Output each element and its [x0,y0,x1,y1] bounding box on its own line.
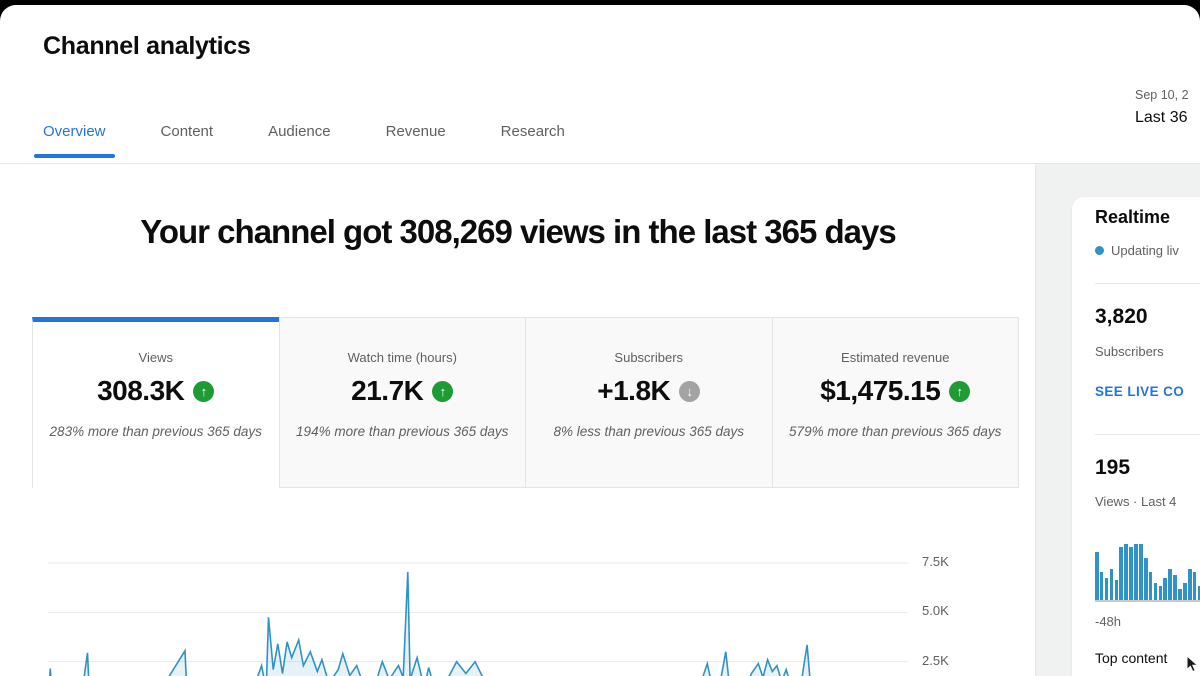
tab-audience[interactable]: Audience [268,123,331,158]
metric-delta: 283% more than previous 365 days [49,424,262,439]
realtime-bar [1183,583,1187,600]
y-axis-tick-label: 7.5K [922,554,949,569]
realtime-bar [1119,546,1124,600]
realtime-bar [1104,577,1109,600]
tab-overview[interactable]: Overview [34,123,115,158]
trend-down-icon [679,380,701,402]
realtime-bar [1139,544,1143,600]
page-title: Channel analytics [43,32,251,60]
mouse-cursor [1186,655,1199,673]
active-tab-indicator [34,154,115,158]
metric-card-watch-time[interactable]: Watch time (hours) 21.7K 194% more than … [278,317,525,488]
live-dot-icon [1095,246,1104,255]
realtime-bar [1109,569,1114,600]
tab-revenue-label: Revenue [385,123,446,140]
date-range-end: Sep 10, 2 [1135,88,1189,102]
metric-label: Estimated revenue [841,350,950,365]
realtime-bar [1134,544,1138,600]
updating-live-label: Updating liv [1111,243,1179,258]
see-live-count-link[interactable]: SEE LIVE CO [1095,384,1185,399]
realtime-bar [1197,586,1200,600]
metric-delta: 194% more than previous 365 days [296,424,509,439]
realtime-updating-row: Updating liv [1095,243,1179,258]
metric-label: Watch time (hours) [347,350,457,365]
tab-overview-label: Overview [43,123,106,140]
date-range-selector[interactable]: Sep 10, 2 Last 36 [1135,88,1189,127]
line-chart-area-fill [49,571,810,676]
realtime-bar [1095,552,1099,600]
realtime-bar [1129,546,1133,600]
realtime-bar [1124,544,1128,600]
tab-research-label: Research [500,123,565,140]
tab-revenue[interactable]: Revenue [386,123,446,158]
tab-content-label: Content [160,123,214,140]
y-axis-tick-label: 5.0K [922,603,949,619]
trend-up-icon [193,380,215,402]
metric-value: $1,475.15 [820,375,941,406]
metric-label: Views [138,350,173,365]
top-content-heading: Top content [1095,650,1168,666]
divider [1095,434,1200,435]
metric-delta: 8% less than previous 365 days [553,424,745,439]
metric-value: 308.3K [97,375,185,406]
realtime-bar [1163,577,1168,600]
metric-delta: 579% more than previous 365 days [789,424,1002,439]
realtime-bar [1148,572,1153,600]
realtime-bar [1187,569,1192,600]
analytics-tabs: Overview Content Audience Revenue Resear… [34,123,565,158]
views-line-chart [48,562,908,676]
metric-card-views[interactable]: Views 308.3K 283% more than previous 365… [32,317,279,488]
tab-content[interactable]: Content [161,123,214,158]
realtime-title: Realtime [1095,207,1171,227]
summary-headline: Your channel got 308,269 views in the la… [140,213,896,250]
realtime-views-count: 195 [1095,456,1131,479]
realtime-views-label: Views · Last 4 [1095,494,1177,509]
realtime-bar-chart [1095,544,1200,602]
realtime-subscribers-count: 3,820 [1095,305,1148,328]
tabs-separator [0,163,1200,164]
realtime-card [1072,197,1200,676]
realtime-bar [1114,580,1119,600]
tab-research[interactable]: Research [501,123,565,158]
realtime-bar [1178,588,1182,600]
realtime-bar [1143,558,1148,600]
metric-card-estimated-revenue[interactable]: Estimated revenue $1,475.15 579% more th… [771,317,1019,488]
realtime-bar [1173,574,1177,600]
metric-cards-row: Views 308.3K 283% more than previous 365… [32,317,1019,488]
realtime-bar [1168,569,1172,600]
divider [1095,283,1200,284]
realtime-bar [1192,572,1197,600]
views-line-series [48,571,811,676]
trend-up-icon [949,380,971,402]
metric-value: 21.7K [351,375,424,406]
metric-value: +1.8K [597,375,671,406]
realtime-bar [1158,586,1163,600]
y-axis-tick-label: 2.5K [922,652,949,668]
realtime-bar [1153,583,1158,600]
realtime-subscribers-label: Subscribers [1095,344,1164,359]
trend-up-icon [432,380,454,402]
metric-card-subscribers[interactable]: Subscribers +1.8K 8% less than previous … [525,317,772,488]
realtime-bar [1099,572,1104,600]
tab-audience-label: Audience [268,123,331,140]
metric-label: Subscribers [614,350,684,365]
date-range-period: Last 36 [1135,109,1188,126]
bar-chart-axis-label: -48h [1095,614,1122,629]
